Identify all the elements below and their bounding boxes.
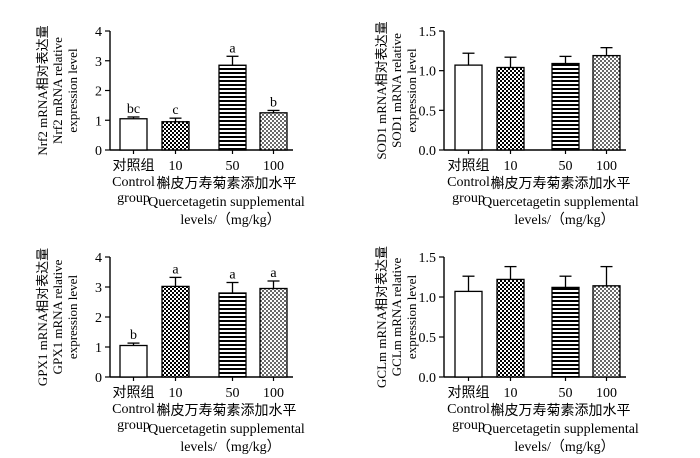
x-tick-label: 10 <box>169 159 183 174</box>
x-tick-label: 50 <box>226 386 240 401</box>
x-tick-label: 对照组 <box>448 158 490 174</box>
significance-label: b <box>270 95 277 110</box>
x-tick-label: 100 <box>596 159 617 174</box>
y-axis-title: GCLm mRNA相对表达量 <box>374 246 389 388</box>
x-tick-label: Control <box>112 402 155 417</box>
bar <box>592 54 621 151</box>
x-axis-title: Quercetagetin supplemental <box>482 422 639 437</box>
x-axis-title: Quercetagetin supplemental <box>482 195 639 210</box>
x-axis-title: levels/（mg/kg） <box>514 439 614 455</box>
y-tick-label: 1.0 <box>419 65 437 80</box>
y-tick-label: 1.5 <box>419 251 437 266</box>
y-tick-label: 0.5 <box>419 104 437 119</box>
bar <box>161 121 190 151</box>
x-tick-label: group <box>117 418 150 433</box>
x-axis-title: 槲皮万寿菊素添加水平 <box>157 402 297 419</box>
y-tick-label: 0.0 <box>419 371 437 386</box>
significance-label: a <box>229 268 236 283</box>
bar <box>496 66 525 151</box>
x-tick-label: Control <box>112 175 155 190</box>
y-axis-title: expression level <box>404 275 419 360</box>
bar <box>454 64 483 151</box>
y-axis-title: expression level <box>65 48 80 133</box>
x-tick-label: group <box>452 191 485 206</box>
significance-label: c <box>172 103 178 118</box>
bar <box>454 290 483 378</box>
y-tick-label: 4 <box>95 251 102 266</box>
y-tick-label: 3 <box>95 55 102 70</box>
x-axis-title: 槲皮万寿菊素添加水平 <box>157 175 297 192</box>
y-axis-title: GCLm mRNA relative <box>389 258 404 377</box>
y-tick-label: 0.0 <box>419 144 437 159</box>
x-axis-title: levels/（mg/kg） <box>180 439 280 455</box>
x-tick-label: Control <box>447 175 490 190</box>
y-axis-title: GPX1 mRNA relative <box>50 259 65 374</box>
x-tick-label: 50 <box>226 159 240 174</box>
bar <box>161 285 190 378</box>
x-tick-label: 100 <box>263 386 284 401</box>
y-tick-label: 0.5 <box>419 331 437 346</box>
y-tick-label: 0 <box>95 371 102 386</box>
bar <box>119 344 148 378</box>
y-tick-label: 3 <box>95 281 102 296</box>
bar <box>119 118 148 151</box>
x-tick-label: group <box>452 418 485 433</box>
y-tick-label: 1.5 <box>419 25 437 40</box>
bar <box>218 64 247 151</box>
y-axis-title: Nrf2 mRNA relative <box>50 37 65 144</box>
x-axis-title: levels/（mg/kg） <box>514 212 614 228</box>
y-axis-title: Nrf2 mRNA相对表达量 <box>35 25 50 155</box>
significance-label: bc <box>127 102 140 117</box>
x-tick-label: 100 <box>596 386 617 401</box>
x-axis-title: 槲皮万寿菊素添加水平 <box>491 402 631 419</box>
x-axis-title: levels/（mg/kg） <box>180 212 280 228</box>
significance-label: b <box>130 328 137 343</box>
bar <box>551 62 580 151</box>
y-tick-label: 1 <box>95 114 102 129</box>
x-tick-label: 对照组 <box>113 385 155 401</box>
x-tick-label: Control <box>447 402 490 417</box>
y-axis-title: GPX1 mRNA相对表达量 <box>35 248 50 386</box>
y-tick-label: 4 <box>95 25 102 40</box>
x-tick-label: 对照组 <box>113 158 155 174</box>
x-tick-label: 100 <box>263 159 284 174</box>
x-tick-label: 50 <box>559 386 573 401</box>
x-tick-label: 10 <box>169 386 183 401</box>
x-axis-title: Quercetagetin supplemental <box>148 195 305 210</box>
x-axis-title: 槲皮万寿菊素添加水平 <box>491 175 631 192</box>
y-tick-label: 0 <box>95 144 102 159</box>
significance-label: a <box>270 266 277 281</box>
x-tick-label: 50 <box>559 159 573 174</box>
x-tick-label: group <box>117 191 150 206</box>
y-tick-label: 1.0 <box>419 291 437 306</box>
bar <box>218 292 247 378</box>
bar <box>592 285 621 378</box>
x-axis-title: Quercetagetin supplemental <box>148 422 305 437</box>
significance-label: a <box>229 41 236 56</box>
bar <box>259 287 288 378</box>
bar <box>259 112 288 151</box>
x-tick-label: 10 <box>504 386 518 401</box>
y-axis-title: expression level <box>65 275 80 360</box>
bar <box>551 286 580 378</box>
x-tick-label: 对照组 <box>448 385 490 401</box>
y-tick-label: 2 <box>95 85 102 100</box>
x-tick-label: 10 <box>504 159 518 174</box>
y-axis-title: SOD1 mRNA相对表达量 <box>374 21 389 159</box>
y-tick-label: 2 <box>95 311 102 326</box>
y-tick-label: 1 <box>95 341 102 356</box>
y-axis-title: expression level <box>404 48 419 133</box>
bar <box>496 278 525 378</box>
y-axis-title: SOD1 mRNA relative <box>389 33 404 148</box>
significance-label: a <box>172 262 179 277</box>
